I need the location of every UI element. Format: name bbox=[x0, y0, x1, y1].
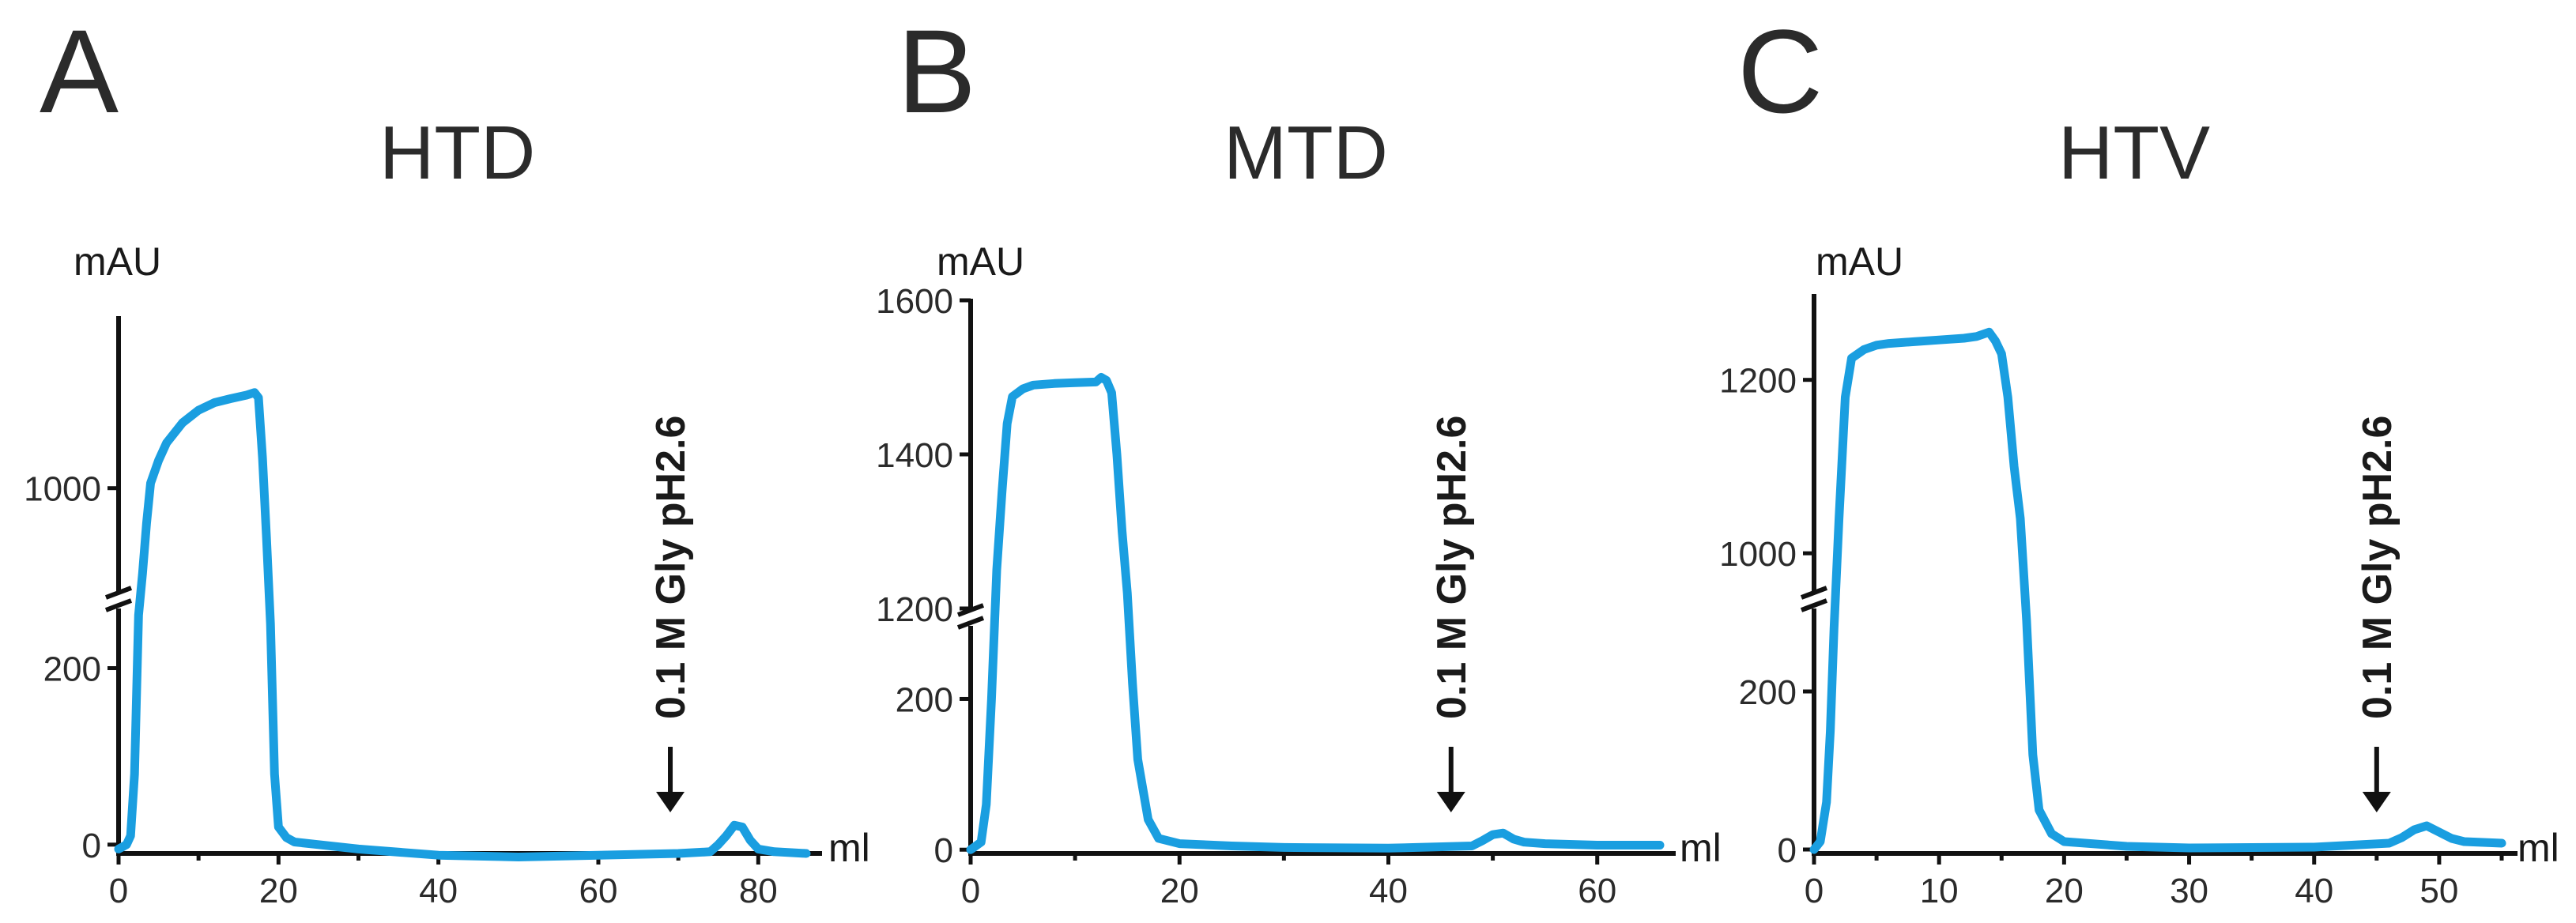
axis-break-mark-a bbox=[104, 598, 133, 612]
panel-title-a: HTD bbox=[379, 111, 535, 195]
elution-annotation-b: 0.1 M Gly pH2.6 bbox=[1429, 416, 1475, 719]
x-unit-c: ml bbox=[2518, 826, 2559, 870]
y-unit-b: mAU bbox=[937, 239, 1024, 284]
y-tick-label-a: 1000 bbox=[24, 470, 101, 509]
elution-annotation-a: 0.1 M Gly pH2.6 bbox=[648, 416, 694, 719]
axis-break-mark-c bbox=[1800, 586, 1828, 600]
x-tick-label-b: 60 bbox=[1578, 872, 1616, 910]
plot-area-c: 0 10 20 30 40 50 0 200 1000 1200 0.1 M Gly pH2.6 bbox=[1719, 294, 2518, 910]
x-tick-label-b: 0 bbox=[961, 872, 980, 910]
x-tick-label-c: 20 bbox=[2045, 872, 2084, 910]
y-tick-label-b: 1200 bbox=[876, 590, 953, 629]
y-tick-label-b: 0 bbox=[934, 831, 953, 870]
y-tick-label-c: 1000 bbox=[1719, 535, 1797, 574]
x-tick-label-b: 20 bbox=[1160, 872, 1199, 910]
y-tick-label-b: 1600 bbox=[876, 282, 953, 321]
axis-break-mark-c bbox=[1800, 598, 1828, 612]
y-tick-label-c: 0 bbox=[1778, 831, 1797, 870]
y-tick-label-b: 200 bbox=[896, 680, 953, 719]
x-tick-label-a: 0 bbox=[109, 872, 128, 910]
panel-title-c: HTV bbox=[2058, 111, 2210, 195]
x-tick-label-c: 50 bbox=[2419, 872, 2458, 910]
series-line-a bbox=[114, 388, 811, 861]
plot-area-a: 0 20 40 60 80 0 200 1000 0.1 M Gly pH2.6 bbox=[24, 316, 822, 910]
x-tick-label-b: 40 bbox=[1369, 872, 1408, 910]
y-tick-label-c: 1200 bbox=[1719, 362, 1797, 401]
elution-arrow-head-b bbox=[1436, 792, 1465, 812]
x-tick-label-c: 0 bbox=[1805, 872, 1824, 910]
panel-letter-a: A bbox=[40, 5, 119, 138]
panel-b: B MTD mAU ml 0 20 40 60 0 200 1200 1400 1600 0.1 … bbox=[876, 5, 1722, 910]
x-unit-a: ml bbox=[828, 826, 870, 870]
x-tick-label-c: 10 bbox=[1920, 872, 1959, 910]
y-unit-a: mAU bbox=[74, 239, 161, 284]
x-tick-label-a: 40 bbox=[419, 872, 458, 910]
x-tick-label-a: 80 bbox=[739, 872, 778, 910]
x-tick-label-a: 20 bbox=[259, 872, 298, 910]
panel-title-b: MTD bbox=[1224, 111, 1388, 195]
x-tick-label-a: 60 bbox=[579, 872, 618, 910]
x-tick-label-c: 40 bbox=[2295, 872, 2333, 910]
series-line-b bbox=[966, 373, 1665, 854]
panel-c: C HTV mAU ml 0 10 20 30 40 50 0 200 1000 1200 0.1 … bbox=[1719, 5, 2559, 910]
axis-break-mark-b bbox=[956, 616, 985, 630]
y-tick-label-b: 1400 bbox=[876, 436, 953, 475]
y-unit-c: mAU bbox=[1816, 239, 1903, 284]
elution-arrow-head-c bbox=[2362, 792, 2391, 812]
panel-a: A HTD mAU ml 0 20 40 60 80 0 200 1000 0.1 M Gly … bbox=[24, 5, 870, 910]
elution-arrow-head-a bbox=[656, 792, 685, 812]
series-line-c bbox=[1809, 327, 2506, 854]
axis-break-mark-a bbox=[104, 586, 133, 600]
elution-annotation-c: 0.1 M Gly pH2.6 bbox=[2355, 416, 2401, 719]
panel-letter-c: C bbox=[1737, 5, 1823, 138]
y-tick-label-a: 200 bbox=[43, 650, 101, 689]
y-tick-label-a: 0 bbox=[82, 827, 101, 865]
x-tick-label-c: 30 bbox=[2170, 872, 2208, 910]
panel-letter-b: B bbox=[897, 5, 976, 138]
x-unit-b: ml bbox=[1680, 826, 1722, 870]
y-tick-label-c: 200 bbox=[1739, 673, 1797, 712]
plot-area-b: 0 20 40 60 0 200 1200 1400 1600 0.1 M Gly pH2.6 bbox=[876, 282, 1676, 910]
